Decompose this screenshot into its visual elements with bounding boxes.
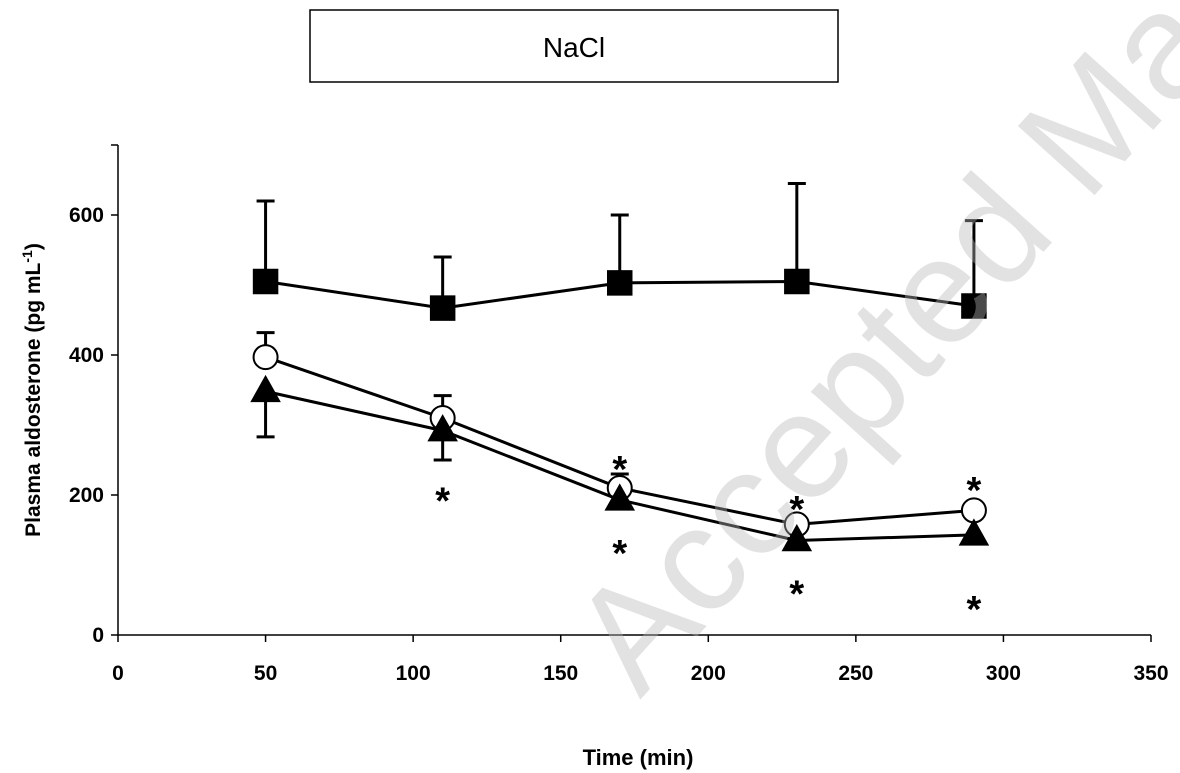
square-marker <box>606 270 633 296</box>
y-axis-label-superscript: -1 <box>19 250 35 263</box>
chart-title: NaCl <box>543 32 605 63</box>
x-tick-label: 300 <box>986 662 1021 685</box>
x-tick-label: 150 <box>543 662 578 685</box>
y-axis-label-text: Plasma aldosterone (pg mL <box>22 262 45 536</box>
significance-asterisk: * <box>967 589 982 631</box>
significance-asterisk: * <box>435 481 450 523</box>
watermark: Accepted Manuscript <box>539 0 1180 721</box>
watermark-text: Accepted Manuscript <box>539 0 1180 721</box>
title-box <box>309 9 839 83</box>
axes: 0 50 100 150 200 250 300 350 0 200 400 600 <box>69 144 1169 685</box>
triangle-marker <box>604 483 636 511</box>
triangle-marker <box>958 518 990 546</box>
y-axis-label-close: ) <box>22 243 45 250</box>
square-marker <box>429 295 456 321</box>
data-marks: * * * * * * * <box>250 182 990 631</box>
square-marker <box>784 268 810 295</box>
significance-asterisk: * <box>789 489 804 531</box>
significance-asterisk: * <box>612 449 627 491</box>
y-tick-label: 400 <box>69 344 104 367</box>
triangle-marker <box>250 374 281 403</box>
x-axis-label: Time (min) <box>583 745 694 770</box>
square-marker <box>252 268 279 295</box>
x-tick-label: 100 <box>396 662 431 685</box>
x-tick-label: 350 <box>1133 662 1168 685</box>
y-tick-label: 600 <box>69 204 104 227</box>
circle-series <box>252 331 987 538</box>
x-tick-label: 0 <box>112 662 124 685</box>
significance-asterisk: * <box>612 533 627 575</box>
significance-asterisk: * <box>967 470 982 512</box>
x-tick-label: 250 <box>838 662 873 685</box>
square-marker <box>961 293 987 319</box>
square-series <box>252 182 987 321</box>
triangle-marker <box>781 523 813 552</box>
x-tick-label: 200 <box>691 662 726 685</box>
y-axis-label: Plasma aldosterone (pg mL-1) <box>19 243 45 537</box>
triangle-marker <box>427 414 458 442</box>
x-tick-label: 50 <box>254 662 277 685</box>
significance-asterisk: * <box>789 574 804 616</box>
triangle-series <box>250 374 990 552</box>
y-tick-label: 0 <box>92 624 104 647</box>
y-tick-label: 200 <box>69 484 104 507</box>
circle-marker <box>252 344 279 371</box>
